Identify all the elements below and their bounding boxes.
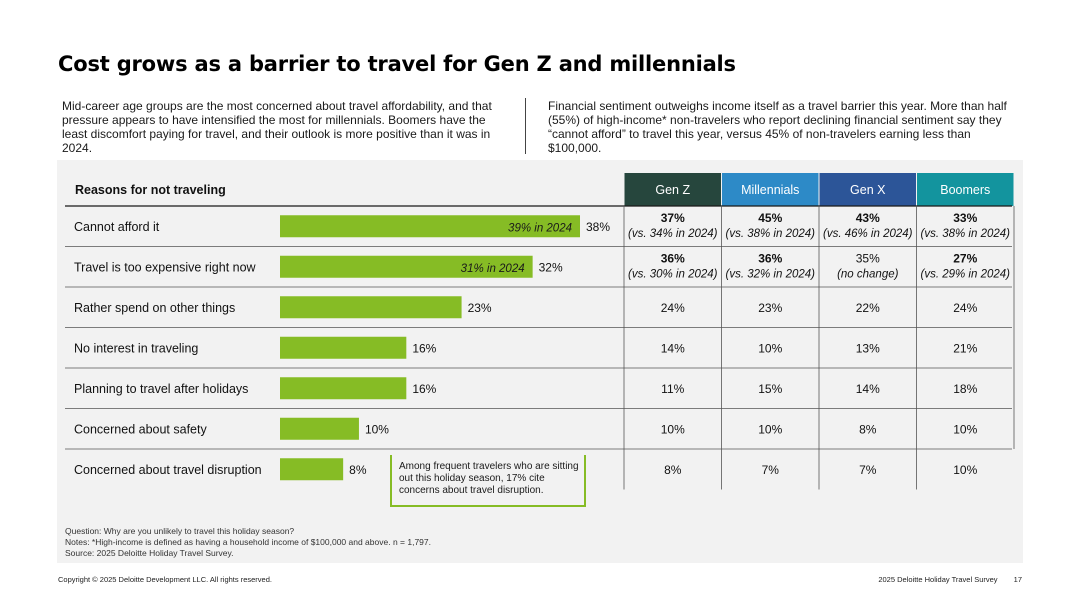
category-label: Cannot afford it bbox=[74, 220, 160, 234]
table-cell-value: 14% bbox=[856, 382, 880, 396]
table-cell-value: 14% bbox=[661, 341, 685, 355]
table-cell-value: 22% bbox=[856, 301, 880, 315]
value-label: 10% bbox=[365, 422, 389, 436]
table-cell-value: 10% bbox=[758, 422, 782, 436]
chart-title: Reasons for not traveling bbox=[75, 183, 226, 197]
table-cell-value: 24% bbox=[661, 301, 685, 315]
copyright-footer: Copyright © 2025 Deloitte Development LL… bbox=[58, 575, 272, 584]
callout-text: Among frequent travelers who are sitting… bbox=[399, 461, 579, 496]
table-cell-value: 21% bbox=[953, 341, 977, 355]
table-cell-value: 18% bbox=[953, 382, 977, 396]
category-label: No interest in traveling bbox=[74, 341, 198, 355]
table-cell-value: 27% bbox=[953, 252, 977, 266]
survey-question-note: Question: Why are you unlikely to travel… bbox=[65, 526, 295, 536]
table-cell-value: 13% bbox=[856, 341, 880, 355]
table-cell-value: 24% bbox=[953, 301, 977, 315]
column-header-1 bbox=[722, 173, 819, 206]
column-header-label: Gen X bbox=[850, 183, 886, 197]
disruption-callout: Among frequent travelers who are sitting… bbox=[390, 455, 586, 507]
column-header-3 bbox=[917, 173, 1014, 206]
table-cell-comparison: (vs. 34% in 2024) bbox=[628, 228, 718, 240]
bar bbox=[280, 336, 407, 359]
table-cell-comparison: (vs. 32% in 2024) bbox=[726, 269, 816, 281]
table-cell-value: 7% bbox=[762, 463, 780, 477]
table-cell-comparison: (vs. 38% in 2024) bbox=[726, 228, 816, 240]
column-divider bbox=[525, 98, 526, 154]
table-cell-value: 36% bbox=[661, 252, 685, 266]
table-cell-comparison: (vs. 30% in 2024) bbox=[628, 269, 718, 281]
table-cell-value: 23% bbox=[758, 301, 782, 315]
report-name: 2025 Deloitte Holiday Travel Survey bbox=[878, 575, 998, 584]
table-cell-value: 35% bbox=[856, 252, 880, 266]
table-cell-value: 8% bbox=[859, 422, 877, 436]
table-cell-comparison: (vs. 46% in 2024) bbox=[823, 228, 913, 240]
table-cell-value: 10% bbox=[661, 422, 685, 436]
intro-left-text: Mid-career age groups are the most conce… bbox=[62, 99, 492, 155]
table-cell-value: 15% bbox=[758, 382, 782, 396]
table-cell-value: 7% bbox=[859, 463, 877, 477]
table-cell-value: 37% bbox=[661, 211, 685, 225]
value-label: 38% bbox=[586, 220, 610, 234]
income-definition-note: Notes: *High-income is defined as having… bbox=[65, 537, 431, 547]
page-title: Cost grows as a barrier to travel for Ge… bbox=[58, 52, 736, 76]
category-label: Planning to travel after holidays bbox=[74, 382, 248, 396]
page-number: 17 bbox=[1013, 575, 1022, 584]
bar bbox=[280, 458, 344, 481]
value-label: 8% bbox=[349, 463, 367, 477]
bar bbox=[280, 296, 462, 319]
category-label: Concerned about safety bbox=[74, 422, 207, 436]
table-cell-value: 33% bbox=[953, 211, 977, 225]
column-header-0 bbox=[624, 173, 721, 206]
in-bar-label: 39% in 2024 bbox=[508, 222, 572, 234]
category-label: Travel is too expensive right now bbox=[74, 260, 257, 274]
table-cell-comparison: (no change) bbox=[837, 269, 899, 281]
source-note: Source: 2025 Deloitte Holiday Travel Sur… bbox=[65, 548, 234, 558]
table-cell-value: 8% bbox=[664, 463, 682, 477]
table-cell-comparison: (vs. 29% in 2024) bbox=[921, 269, 1011, 281]
table-cell-value: 11% bbox=[661, 382, 684, 396]
report-footer: 2025 Deloitte Holiday Travel Survey 17 bbox=[878, 575, 1022, 584]
table-cell-value: 10% bbox=[953, 463, 977, 477]
table-cell-value: 10% bbox=[758, 341, 782, 355]
bar bbox=[280, 215, 580, 238]
value-label: 16% bbox=[412, 382, 436, 396]
intro-right-text: Financial sentiment outweighs income its… bbox=[548, 99, 1007, 155]
column-header-label: Millennials bbox=[741, 183, 799, 197]
table-cell-value: 43% bbox=[856, 211, 880, 225]
column-header-label: Boomers bbox=[940, 183, 990, 197]
table-cell-value: 36% bbox=[758, 252, 782, 266]
table-cell-value: 45% bbox=[758, 211, 782, 225]
chart-notes: Question: Why are you unlikely to travel… bbox=[65, 526, 431, 559]
callout-connector-line bbox=[390, 455, 392, 507]
column-header-2 bbox=[819, 173, 916, 206]
bar bbox=[280, 417, 359, 440]
value-label: 32% bbox=[539, 260, 563, 274]
value-label: 23% bbox=[468, 301, 492, 315]
in-bar-label: 31% in 2024 bbox=[461, 263, 525, 275]
table-cell-value: 10% bbox=[953, 422, 977, 436]
table-cell-comparison: (vs. 38% in 2024) bbox=[921, 228, 1011, 240]
column-header-label: Gen Z bbox=[655, 183, 690, 197]
bar bbox=[280, 255, 533, 278]
value-label: 16% bbox=[412, 341, 436, 355]
category-label: Rather spend on other things bbox=[74, 301, 235, 315]
category-label: Concerned about travel disruption bbox=[74, 463, 262, 477]
bar bbox=[280, 377, 407, 400]
